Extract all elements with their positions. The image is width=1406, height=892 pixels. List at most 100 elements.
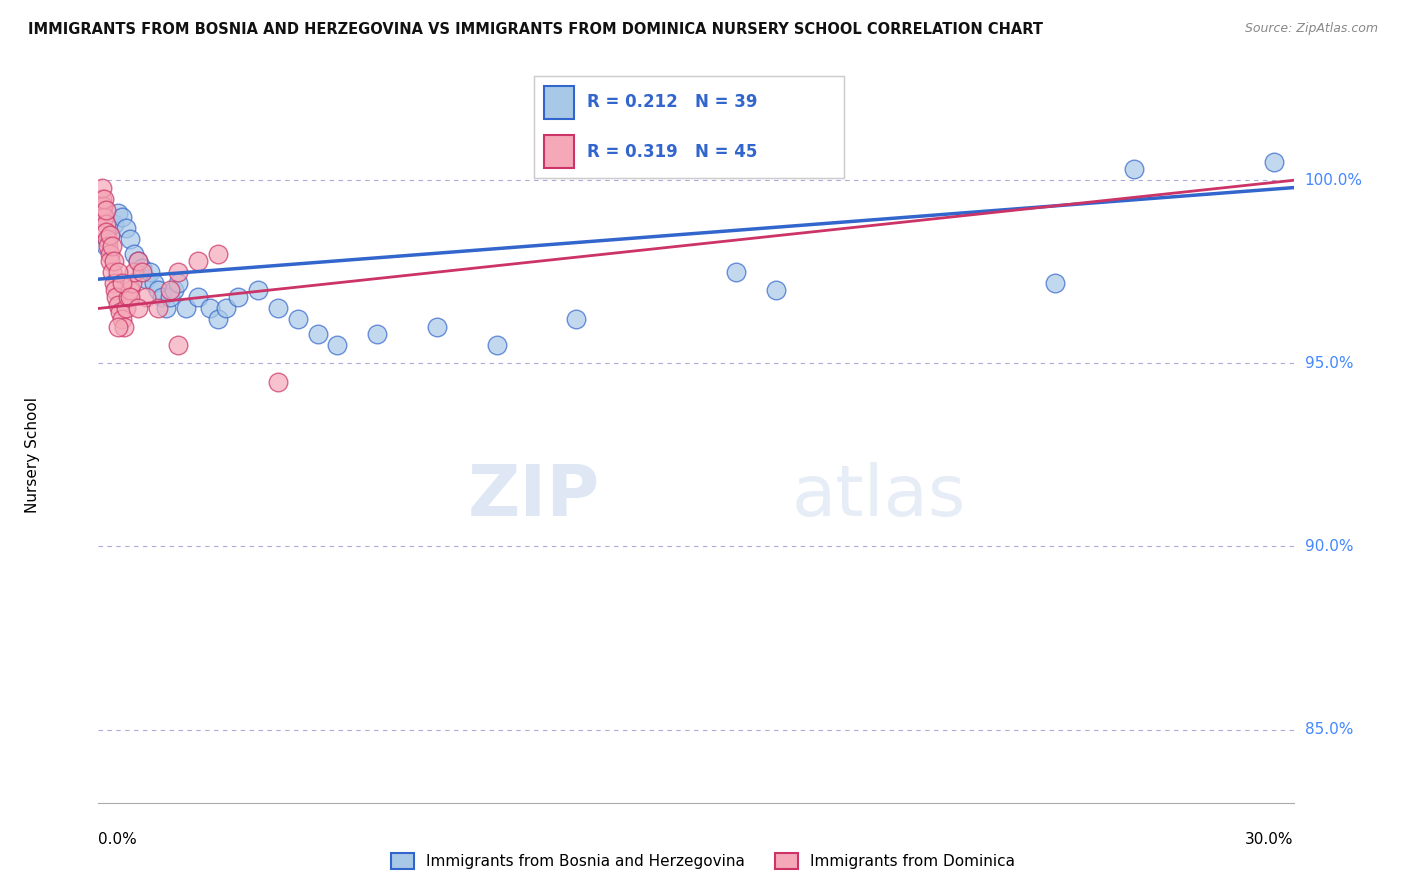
Point — [111, 312, 134, 326]
Point — [143, 276, 166, 290]
Point — [112, 319, 135, 334]
Point — [98, 246, 121, 260]
Point — [287, 312, 309, 326]
Point — [226, 290, 249, 304]
Point — [127, 301, 149, 316]
Text: 100.0%: 100.0% — [1305, 173, 1362, 188]
Text: ZIP: ZIP — [468, 462, 600, 531]
Point — [107, 319, 129, 334]
Point — [103, 253, 125, 268]
Point — [110, 305, 132, 319]
Point — [96, 232, 118, 246]
Text: 95.0%: 95.0% — [1305, 356, 1353, 371]
Point — [90, 202, 112, 217]
Point — [96, 202, 118, 217]
Point — [139, 265, 162, 279]
Text: 85.0%: 85.0% — [1305, 722, 1353, 737]
Point — [91, 192, 114, 206]
Point — [120, 290, 142, 304]
Point — [1043, 276, 1066, 290]
Point — [93, 192, 115, 206]
Point — [426, 319, 449, 334]
Point — [91, 199, 114, 213]
Point — [724, 265, 747, 279]
Point — [105, 290, 128, 304]
Point — [101, 239, 124, 253]
Point — [93, 210, 115, 224]
Text: Source: ZipAtlas.com: Source: ZipAtlas.com — [1244, 22, 1378, 36]
Point — [1123, 162, 1146, 177]
Point — [148, 283, 170, 297]
Point — [246, 283, 269, 297]
Point — [98, 228, 122, 243]
Point — [104, 283, 127, 297]
Point — [96, 225, 118, 239]
Point — [159, 290, 181, 304]
Point — [107, 206, 129, 220]
Point — [167, 265, 190, 279]
Point — [97, 239, 120, 253]
Point — [127, 253, 149, 268]
Point — [131, 265, 153, 279]
Legend: Immigrants from Bosnia and Herzegovina, Immigrants from Dominica: Immigrants from Bosnia and Herzegovina, … — [384, 847, 1022, 875]
Point — [485, 338, 508, 352]
Point — [94, 217, 117, 231]
Point — [124, 265, 146, 279]
Text: 90.0%: 90.0% — [1305, 539, 1353, 554]
Point — [167, 338, 190, 352]
Point — [107, 265, 129, 279]
Point — [127, 253, 149, 268]
Point — [111, 276, 134, 290]
Point — [167, 276, 190, 290]
Point — [131, 261, 153, 276]
Text: IMMIGRANTS FROM BOSNIA AND HERZEGOVINA VS IMMIGRANTS FROM DOMINICA NURSERY SCHOO: IMMIGRANTS FROM BOSNIA AND HERZEGOVINA V… — [28, 22, 1043, 37]
Point — [267, 375, 290, 389]
Point — [150, 290, 173, 304]
Point — [326, 338, 349, 352]
Point — [159, 283, 181, 297]
Point — [1263, 155, 1285, 169]
Point — [215, 301, 238, 316]
Point — [366, 327, 388, 342]
Point — [98, 228, 122, 243]
Point — [89, 210, 111, 224]
Point — [187, 290, 209, 304]
Point — [135, 290, 157, 304]
Point — [163, 283, 186, 297]
Point — [96, 239, 118, 253]
FancyBboxPatch shape — [544, 87, 575, 119]
Point — [111, 210, 134, 224]
Point — [121, 276, 143, 290]
Point — [103, 276, 125, 290]
Point — [101, 265, 124, 279]
Text: R = 0.212   N = 39: R = 0.212 N = 39 — [586, 94, 758, 112]
Text: 30.0%: 30.0% — [1246, 832, 1294, 847]
Point — [117, 290, 139, 304]
Point — [198, 301, 221, 316]
Text: Nursery School: Nursery School — [25, 397, 41, 513]
Point — [124, 246, 146, 260]
Point — [187, 253, 209, 268]
Point — [120, 232, 142, 246]
Point — [267, 301, 290, 316]
Point — [155, 301, 177, 316]
Point — [91, 180, 114, 194]
Text: atlas: atlas — [792, 462, 966, 531]
Point — [765, 283, 787, 297]
Point — [115, 220, 138, 235]
Point — [565, 312, 588, 326]
Point — [207, 312, 229, 326]
Point — [115, 301, 138, 316]
Point — [307, 327, 329, 342]
Point — [174, 301, 197, 316]
Text: 0.0%: 0.0% — [98, 832, 138, 847]
FancyBboxPatch shape — [544, 136, 575, 168]
Text: R = 0.319   N = 45: R = 0.319 N = 45 — [586, 143, 758, 161]
Point — [98, 253, 122, 268]
Point — [207, 246, 229, 260]
Point — [148, 301, 170, 316]
Point — [135, 272, 157, 286]
Point — [107, 298, 129, 312]
Point — [103, 217, 125, 231]
Point — [120, 283, 142, 297]
